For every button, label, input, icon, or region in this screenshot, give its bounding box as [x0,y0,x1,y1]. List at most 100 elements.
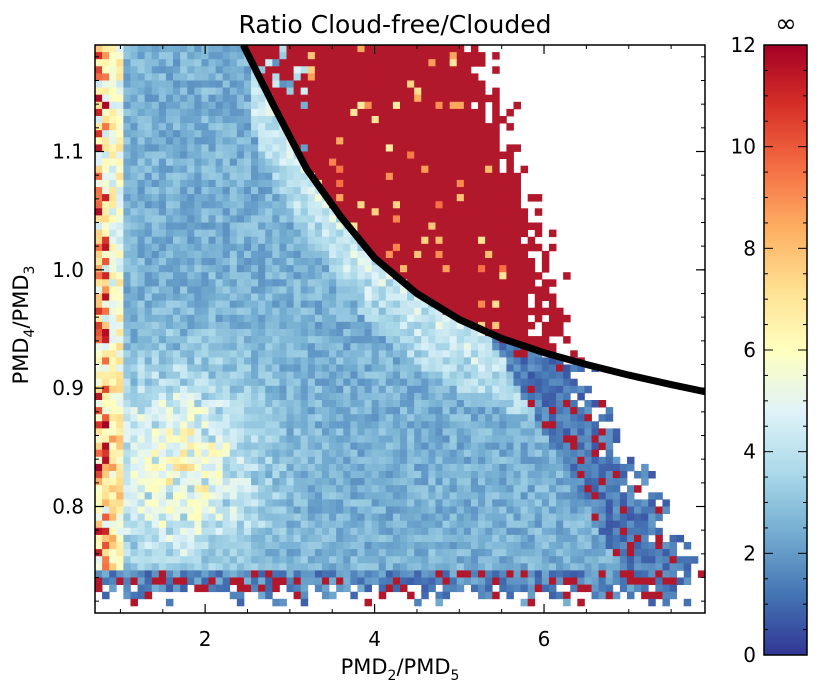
heatmap-cell [350,66,358,74]
heatmap-cell [371,73,380,81]
heatmap-cell [350,144,358,152]
heatmap-cell [173,350,181,358]
heatmap-cell [151,80,160,88]
heatmap-cell [307,265,316,273]
heatmap-cell [329,94,337,103]
heatmap-cell [130,542,138,550]
heatmap-cell [421,563,429,571]
heatmap-cell [130,94,138,103]
heatmap-cell [329,314,337,323]
heatmap-cell [400,549,408,557]
heatmap-cell [534,527,543,536]
heatmap-cell [279,172,287,181]
heatmap-cell [584,485,592,493]
heatmap-cell [584,435,592,443]
heatmap-cell [180,549,188,557]
heatmap-cell [428,151,436,159]
heatmap-cell [258,187,266,195]
heatmap-cell [251,513,259,522]
heatmap-cell [258,179,266,188]
heatmap-cell [314,442,323,451]
heatmap-cell [229,272,238,280]
heatmap-cell [428,407,436,415]
heatmap-cell [336,357,344,365]
heatmap-cell [151,563,160,571]
heatmap-cell [251,187,259,195]
heatmap-cell [329,300,337,309]
heatmap-cell [109,59,117,67]
heatmap-cell [243,250,252,259]
heatmap-cell [279,179,287,188]
heatmap-cell [208,258,216,266]
heatmap-cell [329,527,337,536]
heatmap-cell [336,428,344,436]
heatmap-cell [180,329,188,337]
heatmap-cell [641,556,649,564]
heatmap-cell [251,556,259,564]
heatmap-cell [109,293,117,301]
heatmap-cell [130,151,138,159]
heatmap-cell [378,506,387,514]
heatmap-cell [364,165,373,174]
heatmap-cell [173,265,181,273]
heatmap-cell [201,570,209,578]
heatmap-cell [123,293,131,301]
heatmap-cell [215,66,224,74]
heatmap-cell [336,286,344,294]
heatmap-cell [187,101,195,110]
heatmap-cell [286,350,294,358]
heatmap-cell [400,172,408,181]
heatmap-cell [286,116,294,124]
heatmap-cell [343,158,351,167]
heatmap-cell [123,350,131,358]
heatmap-cell [300,52,309,60]
heatmap-cell [400,87,408,96]
heatmap-cell [258,250,266,259]
heatmap-cell [414,45,422,53]
heatmap-cell [243,236,252,245]
heatmap-cell [116,407,124,415]
heatmap-cell [506,265,514,273]
heatmap-cell [307,87,316,96]
heatmap-cell [329,123,337,131]
heatmap-cell [300,336,309,344]
heatmap-cell [428,392,436,401]
heatmap-cell [243,343,252,351]
heatmap-cell [577,542,585,550]
heatmap-cell [449,151,458,159]
heatmap-cell [428,471,436,479]
heatmap-cell [478,371,486,380]
heatmap-cell [194,314,202,323]
heatmap-cell [470,165,479,174]
heatmap-cell [449,201,458,209]
heatmap-cell [485,456,493,465]
heatmap-cell [222,101,231,110]
heatmap-cell [137,116,146,124]
heatmap-cell [449,407,458,415]
heatmap-cell [513,357,521,365]
heatmap-cell [378,485,387,493]
heatmap-cell [243,222,252,230]
heatmap-cell [208,243,216,252]
heatmap-cell [180,471,188,479]
heatmap-cell [173,314,181,323]
heatmap-cell [329,485,337,493]
heatmap-cell [506,542,514,550]
heatmap-cell [265,385,273,394]
heatmap-cell [648,520,656,529]
heatmap-cell [158,428,167,436]
heatmap-cell [116,563,124,571]
heatmap-cell [293,364,302,372]
heatmap-cell [499,243,507,252]
heatmap-cell [428,52,436,60]
heatmap-cell [158,293,167,301]
heatmap-cell [95,542,103,550]
heatmap-cell [307,400,316,408]
heatmap-cell [392,201,401,209]
heatmap-cell [442,66,451,74]
heatmap-cell [435,534,443,543]
heatmap-cell [258,59,266,67]
heatmap-cell [527,442,536,451]
heatmap-cell [251,201,259,209]
heatmap-cell [123,201,131,209]
